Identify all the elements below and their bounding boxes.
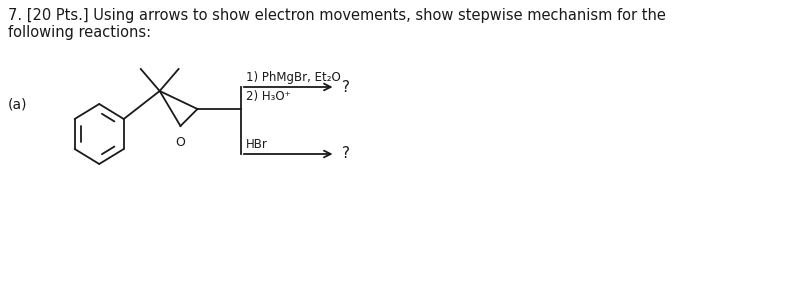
Text: 7. [20 Pts.] Using arrows to show electron movements, show stepwise mechanism fo: 7. [20 Pts.] Using arrows to show electr…	[7, 8, 666, 40]
Text: ?: ?	[342, 80, 350, 94]
Text: (a): (a)	[7, 97, 27, 111]
Text: O: O	[175, 136, 186, 149]
Text: 1) PhMgBr, Et₂O: 1) PhMgBr, Et₂O	[246, 71, 341, 84]
Text: ?: ?	[342, 147, 350, 162]
Text: 2) H₃O⁺: 2) H₃O⁺	[246, 90, 290, 103]
Text: HBr: HBr	[246, 138, 267, 151]
